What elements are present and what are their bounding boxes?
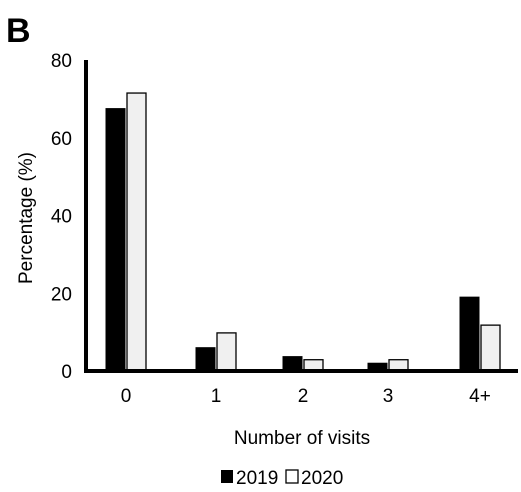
legend: 2019 2020 [221,468,343,489]
bar-2019-2 [282,356,303,372]
x-tick-label: 3 [383,386,394,407]
legend-marker-2020 [285,469,299,484]
y-tick-label: 80 [51,51,72,72]
y-axis-ticks: 0 20 40 60 80 [51,51,72,383]
bar-2019-4+ [459,296,480,372]
legend-label-2019: 2019 [236,468,278,489]
legend-marker-2019 [221,470,233,483]
bar-2020-0 [126,92,147,372]
y-tick-label: 20 [51,284,72,305]
y-tick-label: 40 [51,207,72,228]
bar-2019-1 [195,347,216,372]
legend-label-2020: 2020 [301,468,343,489]
x-tick-label: 1 [211,386,222,407]
panel-label: B [6,12,31,50]
y-axis-title: Percentage (%) [16,152,37,284]
y-tick-label: 60 [51,129,72,150]
x-axis-title: Number of visits [234,428,370,449]
x-tick-label: 4+ [469,386,491,407]
bars [105,92,501,372]
x-tick-label: 2 [298,386,309,407]
x-axis-ticks: 0 1 2 3 4+ [121,386,491,407]
bar-2020-1 [216,332,237,372]
bar-2020-4+ [480,324,501,372]
x-tick-label: 0 [121,386,132,407]
bar-2019-0 [105,108,126,372]
y-tick-label: 0 [61,362,72,383]
